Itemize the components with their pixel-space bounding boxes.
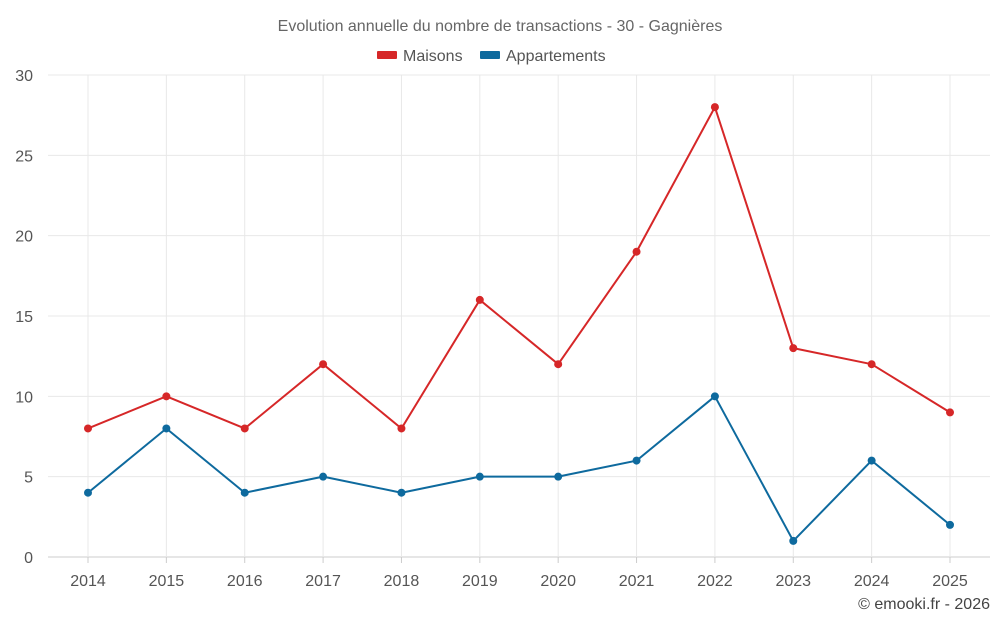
legend-swatch-maisons <box>377 51 397 59</box>
legend-label-maisons: Maisons <box>403 48 463 65</box>
x-tick-label: 2019 <box>462 573 498 590</box>
x-tick-label: 2024 <box>854 573 890 590</box>
x-tick-label: 2023 <box>775 573 811 590</box>
x-tick-label: 2020 <box>540 573 576 590</box>
x-tick-label: 2021 <box>619 573 655 590</box>
data-point-appartements[interactable] <box>162 424 171 433</box>
data-point-appartements[interactable] <box>397 488 406 497</box>
data-point-appartements[interactable] <box>554 472 563 481</box>
data-point-appartements[interactable] <box>632 456 641 465</box>
legend-label-appartements: Appartements <box>506 48 606 65</box>
data-point-appartements[interactable] <box>319 472 328 481</box>
y-tick-label: 25 <box>15 148 33 165</box>
data-point-appartements[interactable] <box>240 488 249 497</box>
x-axis: 2014 2015 2016 2017 2018 2019 2020 2021 2022 2023… <box>70 557 968 590</box>
x-tick-label: 2025 <box>932 573 968 590</box>
y-tick-label: 15 <box>15 309 33 326</box>
data-point-appartements[interactable] <box>710 392 719 401</box>
y-tick-label: 20 <box>15 229 33 246</box>
data-point-maisons[interactable] <box>946 408 954 417</box>
chart-title: Evolution annuelle du nombre de transact… <box>278 18 723 35</box>
data-point-maisons[interactable] <box>84 424 92 433</box>
legend-item-appartements[interactable]: Appartements <box>480 48 606 65</box>
y-tick-label: 30 <box>15 68 33 85</box>
y-tick-label: 0 <box>24 550 33 567</box>
legend-item-maisons[interactable]: Maisons <box>377 48 463 65</box>
data-point-appartements[interactable] <box>946 520 954 529</box>
x-tick-label: 2017 <box>305 573 341 590</box>
x-tick-label: 2022 <box>697 573 733 590</box>
legend[interactable]: Maisons Appartements <box>377 48 606 65</box>
data-point-maisons[interactable] <box>710 103 719 112</box>
data-point-maisons[interactable] <box>240 424 249 433</box>
data-point-maisons[interactable] <box>632 247 641 256</box>
data-point-appartements[interactable] <box>84 488 92 497</box>
data-point-maisons[interactable] <box>789 344 798 353</box>
data-point-maisons[interactable] <box>397 424 406 433</box>
y-tick-label: 5 <box>24 470 33 487</box>
legend-swatch-appartements <box>480 51 500 59</box>
data-point-appartements[interactable] <box>475 472 484 481</box>
x-tick-label: 2015 <box>149 573 185 590</box>
data-point-appartements[interactable] <box>867 456 876 465</box>
series-layer <box>84 103 954 545</box>
credit-text: © emooki.fr - 2026 <box>858 596 990 613</box>
data-point-maisons[interactable] <box>554 360 563 369</box>
data-point-maisons[interactable] <box>162 392 171 401</box>
data-point-maisons[interactable] <box>475 295 484 304</box>
x-tick-label: 2018 <box>384 573 420 590</box>
y-axis: 0 5 10 15 20 25 30 <box>15 68 33 567</box>
series-line-appartements <box>87 395 951 542</box>
x-tick-label: 2016 <box>227 573 263 590</box>
data-point-appartements[interactable] <box>789 536 798 545</box>
x-tick-label: 2014 <box>70 573 106 590</box>
data-point-maisons[interactable] <box>867 360 876 369</box>
data-point-maisons[interactable] <box>319 360 328 369</box>
series-line-maisons <box>87 106 951 430</box>
y-tick-label: 10 <box>15 389 33 406</box>
